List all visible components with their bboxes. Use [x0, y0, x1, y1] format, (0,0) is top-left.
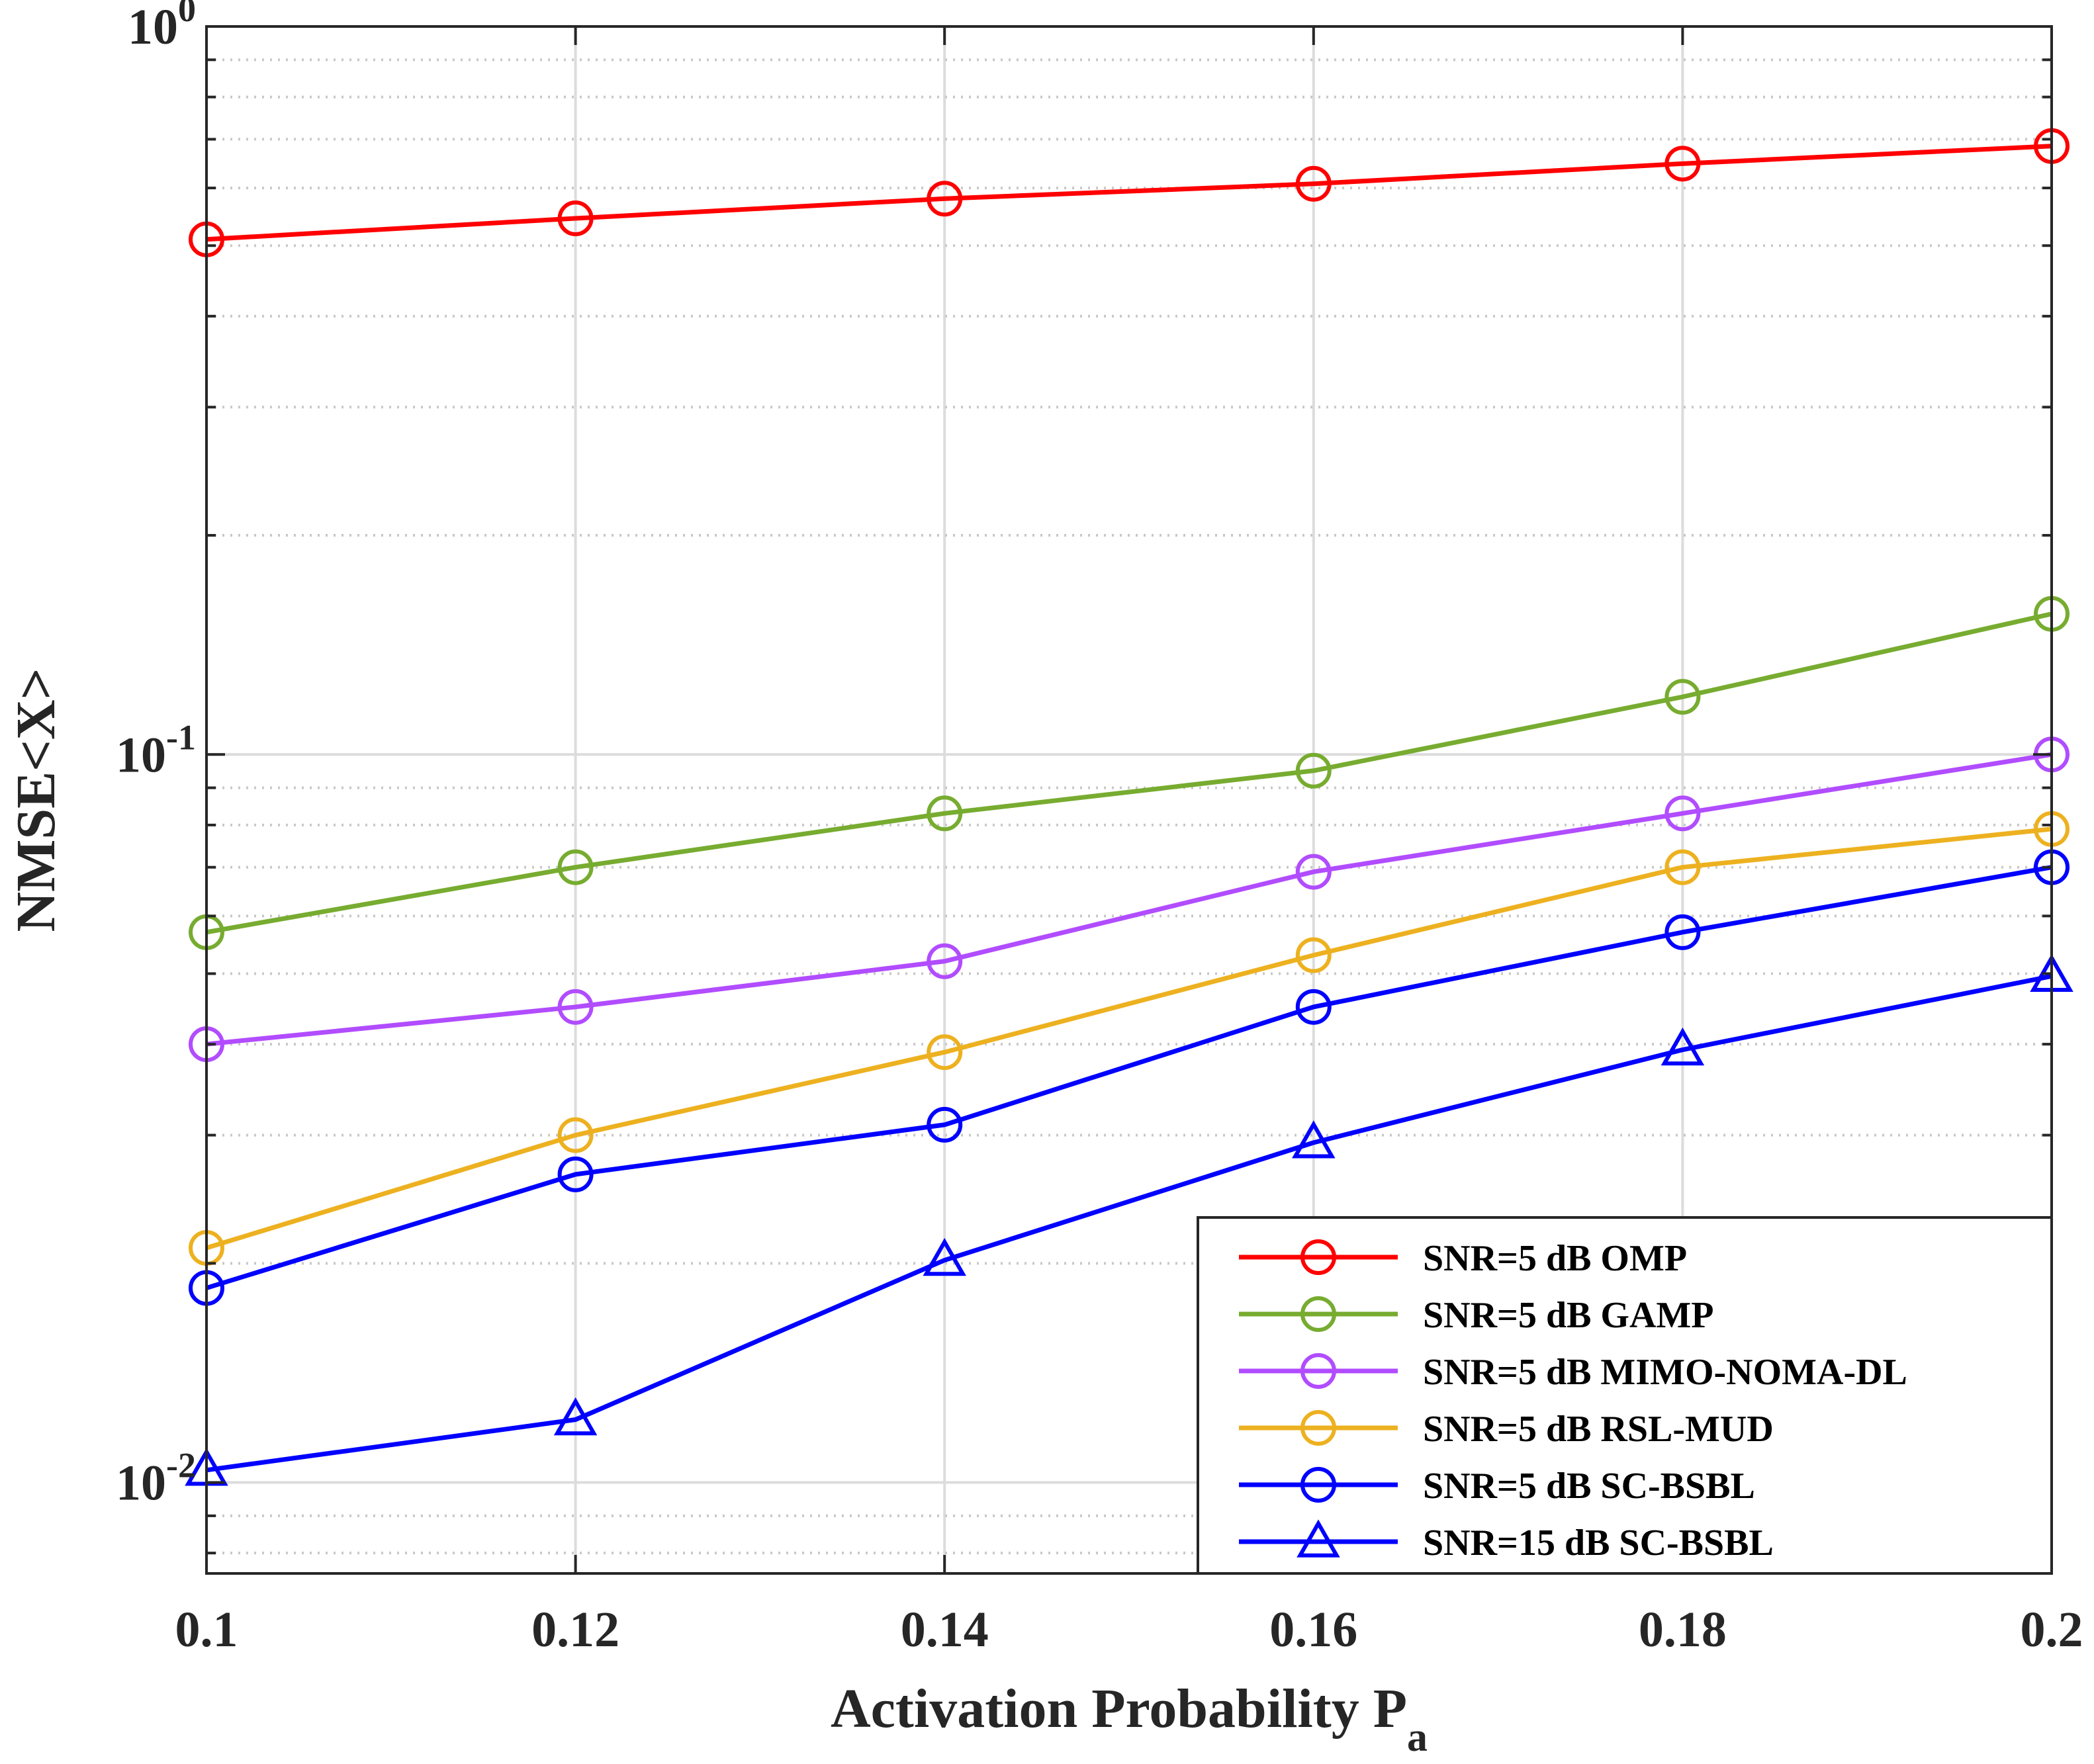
legend-item: SNR=5 dB OMP: [1239, 1238, 1687, 1279]
series-layer: [185, 128, 2073, 1486]
data-point: [557, 989, 594, 1025]
series-line: [206, 611, 2052, 935]
series-line: [205, 826, 2052, 1251]
legend-marker: [1300, 1353, 1336, 1389]
legend-label: SNR=5 dB MIMO-NOMA-DL: [1423, 1352, 1907, 1393]
data-point: [1295, 989, 1332, 1025]
plot-area-frame: [205, 25, 2053, 1575]
data-point: [927, 1034, 963, 1071]
legend-marker: [1300, 1410, 1336, 1446]
y-tick-label: 10-1: [116, 717, 196, 783]
legend-item: SNR=5 dB GAMP: [1239, 1295, 1714, 1336]
legend-item: SNR=5 dB MIMO-NOMA-DL: [1239, 1352, 1907, 1393]
y-tick-label: 100: [128, 0, 196, 55]
data-point: [1295, 937, 1332, 973]
data-point: [1664, 146, 1701, 182]
axes: 0.1 0.12 0.14 0.16 0.18 0.2 100 10-1 10-2 Activat…: [5, 0, 2083, 1760]
legend-marker: [1297, 1519, 1340, 1558]
data-point: [557, 200, 594, 237]
data-point: [923, 1237, 966, 1276]
legend: SNR=5 dB OMP SNR=5 dB GAMP SNR=5 dB MIMO-N…: [1197, 1216, 2053, 1575]
legend-marker: [1300, 1467, 1336, 1503]
data-point: [1664, 679, 1701, 715]
series-line: [206, 144, 2052, 242]
y-axis-title: NMSE<X>: [5, 668, 67, 932]
series-snr-5-db-omp: [189, 128, 2070, 257]
data-point: [1295, 752, 1332, 789]
x-tick-label: 0.14: [901, 1602, 989, 1657]
legend-box: [1197, 1216, 2053, 1575]
x-tick-label: 0.16: [1269, 1602, 1357, 1657]
legend-item: SNR=5 dB RSL-MUD: [1239, 1409, 1774, 1450]
data-point: [1664, 795, 1701, 832]
data-point: [1295, 165, 1332, 202]
data-point: [927, 1106, 963, 1143]
x-tick-label: 0.2: [2021, 1602, 2083, 1657]
legend-label: SNR=5 dB OMP: [1423, 1238, 1687, 1279]
data-point: [1295, 854, 1332, 890]
x-tick-label: 0.1: [175, 1602, 238, 1657]
legend-item: SNR=15 dB SC-BSBL: [1239, 1519, 1774, 1564]
data-point: [927, 181, 963, 217]
data-point: [557, 1156, 594, 1192]
data-point: [553, 1397, 598, 1436]
legend-item: SNR=5 dB SC-BSBL: [1239, 1466, 1755, 1507]
series-line: [206, 973, 2052, 1473]
legend-label: SNR=5 dB GAMP: [1423, 1295, 1714, 1336]
data-point: [557, 849, 594, 885]
series-line: [206, 752, 2052, 1047]
legend-label: SNR=5 dB RSL-MUD: [1423, 1409, 1774, 1450]
y-tick-label: 10-2: [116, 1446, 196, 1511]
data-point: [1664, 914, 1701, 950]
legend-marker: [1300, 1296, 1336, 1332]
data-point: [1661, 1027, 1705, 1066]
legend-marker: [1300, 1239, 1336, 1275]
legend-label: SNR=15 dB SC-BSBL: [1423, 1522, 1774, 1564]
legend-label: SNR=5 dB SC-BSBL: [1423, 1466, 1755, 1507]
x-axis-title: Activation Probability Pa: [831, 1678, 1428, 1760]
data-point: [927, 943, 963, 979]
data-point: [1292, 1120, 1336, 1159]
x-tick-label: 0.18: [1639, 1602, 1727, 1657]
series-snr-15-db-sc-bsbl: [185, 953, 2073, 1486]
series-line: [205, 865, 2052, 1290]
data-point: [1664, 849, 1701, 885]
data-point: [557, 1117, 594, 1153]
x-tick-label: 0.12: [531, 1602, 619, 1657]
data-point: [927, 795, 963, 832]
